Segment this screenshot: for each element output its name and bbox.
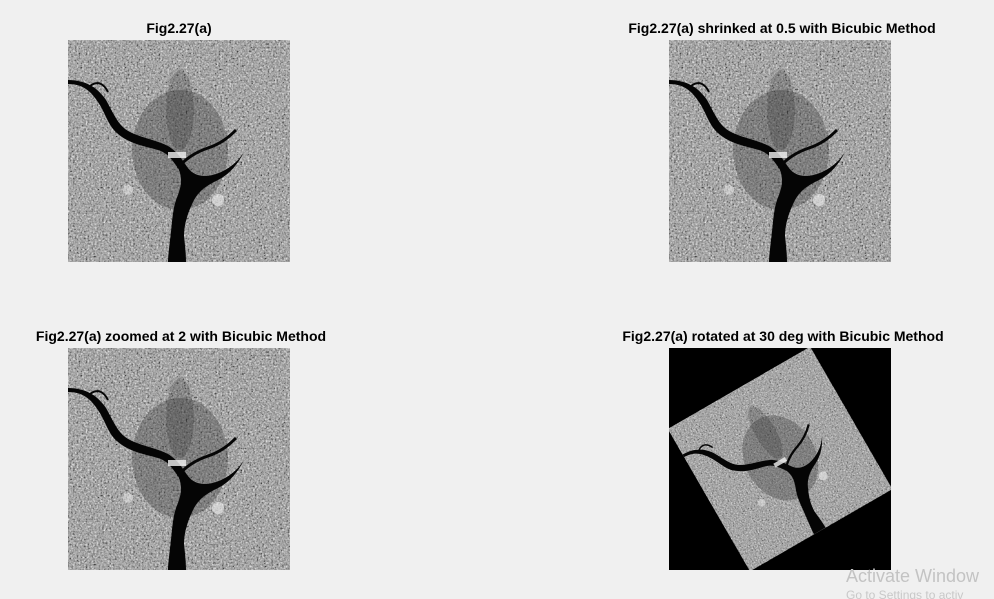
image-original [68, 40, 290, 262]
subplot-title-rotated: Fig2.27(a) rotated at 30 deg with Bicubi… [622, 328, 944, 344]
subplot-title-original: Fig2.27(a) [146, 20, 212, 36]
image-rotated [669, 348, 891, 570]
activate-windows-subtext: Go to Settings to activ [846, 588, 964, 599]
image-shrinked [669, 40, 891, 262]
activate-windows-watermark: Activate Window [846, 566, 980, 586]
subplot-title-zoomed: Fig2.27(a) zoomed at 2 with Bicubic Meth… [35, 328, 327, 344]
subplot-title-shrinked: Fig2.27(a) shrinked at 0.5 with Bicubic … [628, 20, 936, 36]
image-zoomed [68, 348, 290, 570]
